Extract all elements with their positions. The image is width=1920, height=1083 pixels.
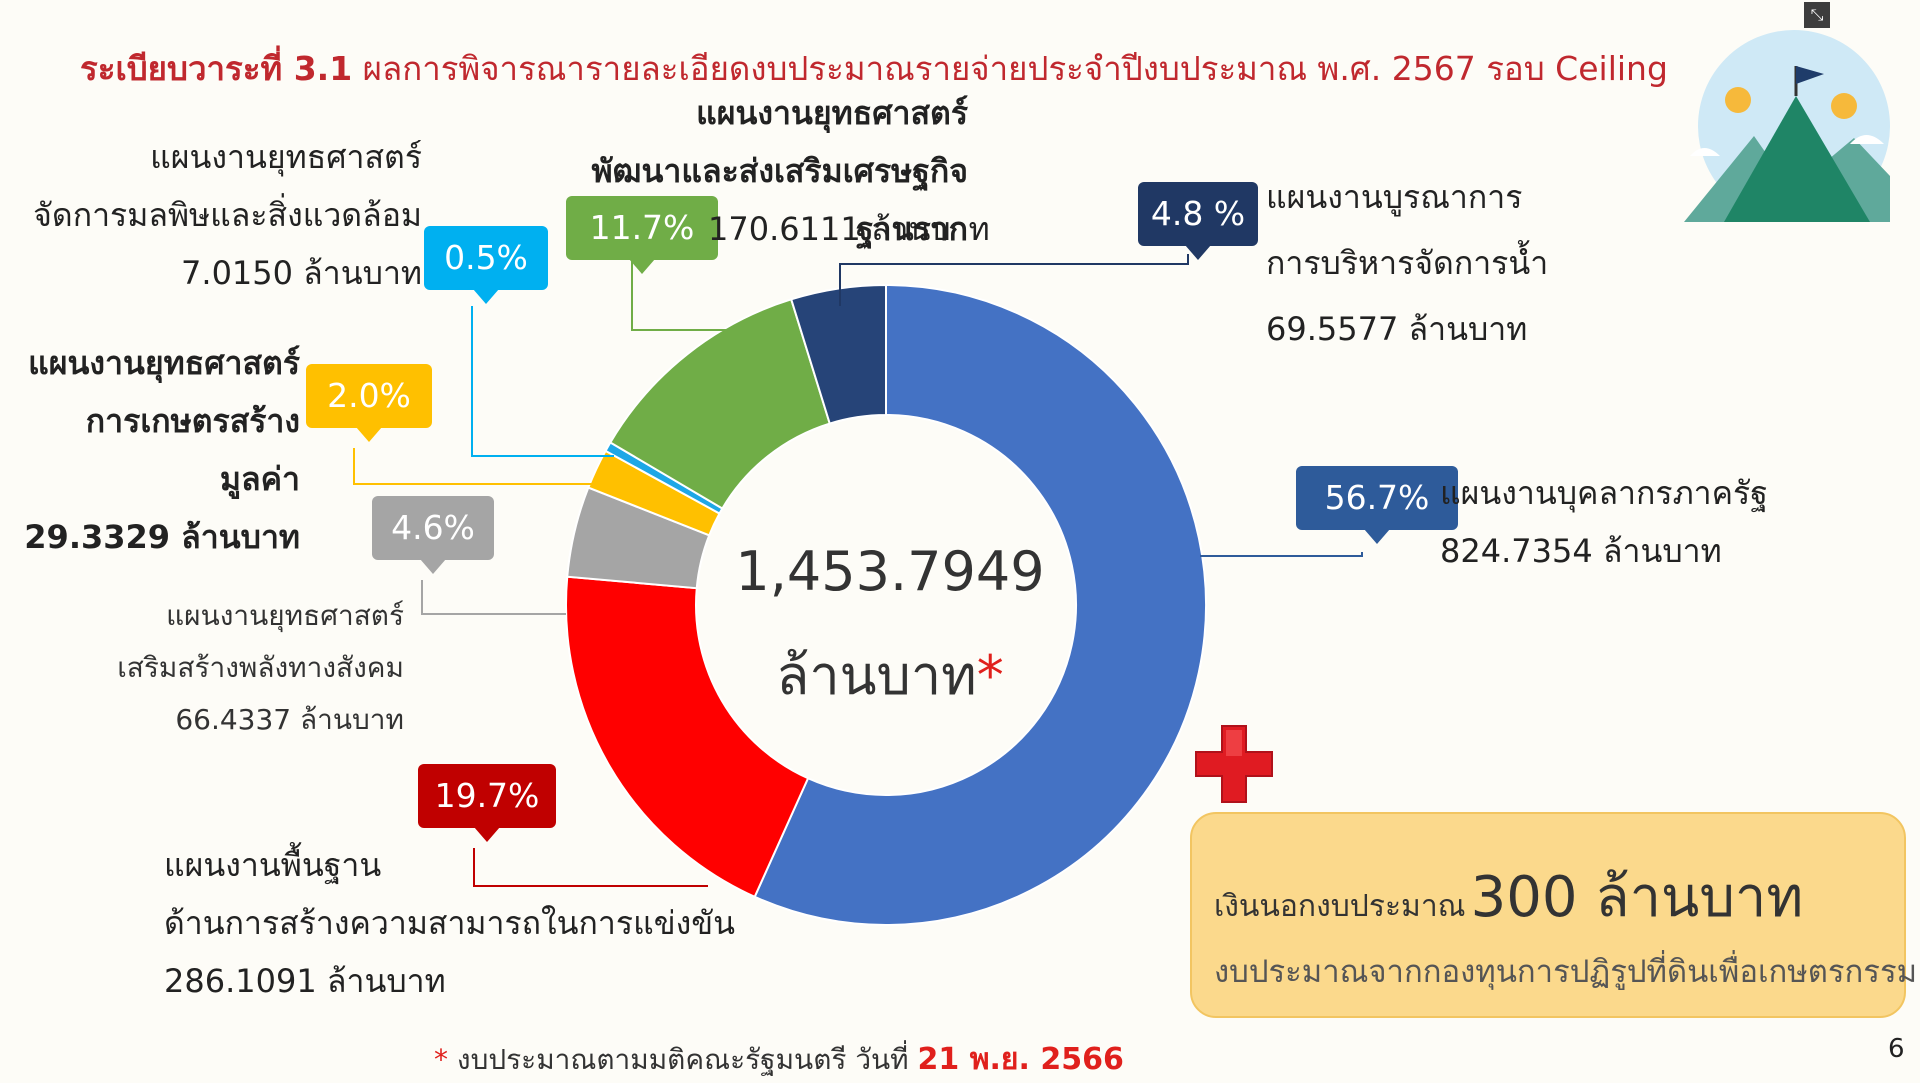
donut-slice-basic bbox=[565, 575, 810, 899]
title-agenda: ระเบียบวาระที่ 3.1 bbox=[80, 49, 353, 88]
page-number: 6 bbox=[1888, 1034, 1905, 1064]
mountain-flag-coins-icon bbox=[1684, 30, 1890, 222]
badge-water: 4.8 % bbox=[1138, 182, 1258, 260]
leader-line-social bbox=[421, 580, 566, 615]
label-economy-amount: 170.6111 ล้านบาท bbox=[708, 210, 990, 248]
donut-slice-water bbox=[789, 283, 887, 425]
donut-slice-personnel bbox=[753, 283, 1207, 926]
extra-budget-box bbox=[1190, 812, 1906, 1018]
footnote: * งบประมาณตามมติคณะรัฐมนตรี วันที่ 21 พ.… bbox=[434, 1042, 1124, 1077]
slide-title: ระเบียบวาระที่ 3.1 ผลการพิจารณารายละเอีย… bbox=[80, 42, 1680, 95]
extra-budget-heading: เงินนอกงบประมาณ 300 ล้านบาท bbox=[1214, 865, 1804, 930]
badge-personnel: 56.7% bbox=[1296, 466, 1458, 544]
leader-line-agri bbox=[353, 448, 592, 485]
title-text: ผลการพิจารณารายละเอียดงบประมาณรายจ่ายประ… bbox=[362, 49, 1668, 88]
badge-economy: 11.7% bbox=[566, 196, 718, 274]
extra-budget-source: งบประมาณจากกองทุนการปฏิรูปที่ดินเพื่อเกษ… bbox=[1214, 954, 1918, 990]
badge-basic: 19.7% bbox=[418, 764, 556, 842]
leader-line-economy bbox=[631, 260, 766, 331]
badge-agri: 2.0% bbox=[306, 364, 432, 442]
leader-line-personnel bbox=[1200, 552, 1363, 557]
collapse-icon[interactable]: ⤡ bbox=[1804, 2, 1830, 28]
red-cross-plus-icon bbox=[1195, 725, 1273, 803]
leader-line-pollution bbox=[471, 306, 614, 457]
badge-pollution: 0.5% bbox=[424, 226, 548, 304]
badge-social: 4.6% bbox=[372, 496, 494, 574]
label-economy-heading: แผนงานยุทธศาสตร์ พัฒนาและส่งเสริมเศรษฐกิ… bbox=[591, 94, 968, 248]
label-basic: แผนงานพื้นฐาน ด้านการสร้างความสามารถในกา… bbox=[164, 846, 735, 1000]
label-social: แผนงานยุทธศาสตร์ เสริมสร้างพลังทางสังคม … bbox=[117, 599, 404, 736]
label-water: แผนงานบูรณาการ การบริหารจัดการน้ำ 69.557… bbox=[1266, 178, 1549, 348]
label-personnel: แผนงานบุคลากรภาครัฐ 824.7354 ล้านบาท bbox=[1440, 474, 1768, 570]
center-unit: ล้านบาท* bbox=[776, 644, 1004, 707]
label-agri: แผนงานยุทธศาสตร์ การเกษตรสร้างมูลค่า 29.… bbox=[24, 344, 300, 556]
leader-line-basic bbox=[473, 848, 708, 887]
label-pollution: แผนงานยุทธศาสตร์ จัดการมลพิษและสิ่งแวดล้… bbox=[33, 138, 422, 292]
center-total: 1,453.7949 bbox=[735, 540, 1045, 603]
